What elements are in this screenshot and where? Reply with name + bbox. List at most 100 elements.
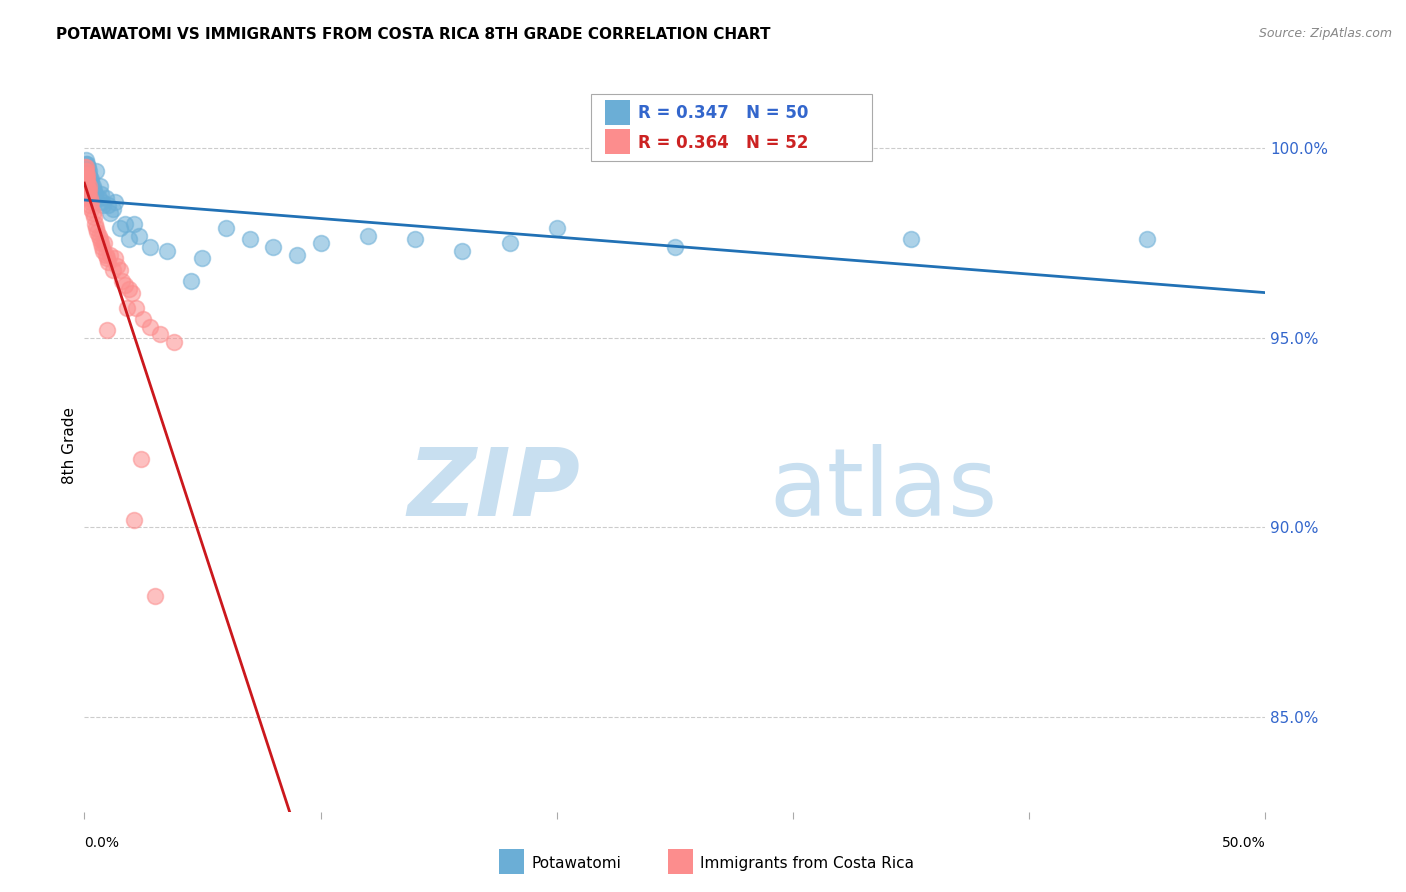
- Point: [75, 156, 97, 170]
- Text: Potawatomi: Potawatomi: [531, 856, 621, 871]
- Text: R = 0.347   N = 50: R = 0.347 N = 50: [638, 104, 808, 122]
- Point: [93, 236, 115, 251]
- Point: [111, 274, 134, 288]
- Point: [98, 247, 121, 261]
- Point: [82, 179, 104, 194]
- Text: Immigrants from Costa Rica: Immigrants from Costa Rica: [700, 856, 914, 871]
- Point: [76, 176, 98, 190]
- Point: [94, 247, 117, 261]
- Point: [90, 186, 112, 201]
- Point: [76, 156, 98, 170]
- Point: [122, 217, 145, 231]
- Point: [84, 221, 107, 235]
- Point: [77, 168, 100, 182]
- Point: [84, 186, 107, 201]
- Point: [75, 161, 97, 175]
- Text: 0.0%: 0.0%: [84, 836, 120, 850]
- Point: [115, 301, 138, 315]
- Text: POTAWATOMI VS IMMIGRANTS FROM COSTA RICA 8TH GRADE CORRELATION CHART: POTAWATOMI VS IMMIGRANTS FROM COSTA RICA…: [56, 27, 770, 42]
- Point: [80, 171, 103, 186]
- Text: 50.0%: 50.0%: [1222, 836, 1265, 850]
- Point: [89, 232, 111, 246]
- Point: [80, 202, 103, 216]
- Point: [86, 225, 108, 239]
- Point: [75, 164, 97, 178]
- Y-axis label: 8th Grade: 8th Grade: [62, 408, 77, 484]
- Point: [76, 168, 98, 182]
- Point: [96, 323, 118, 337]
- Point: [122, 513, 145, 527]
- Point: [163, 334, 186, 349]
- Point: [94, 191, 117, 205]
- Point: [309, 236, 332, 251]
- Text: R = 0.364   N = 52: R = 0.364 N = 52: [638, 134, 808, 152]
- Point: [118, 232, 141, 246]
- Point: [128, 228, 150, 243]
- Point: [82, 206, 104, 220]
- Point: [114, 217, 136, 231]
- Point: [262, 240, 284, 254]
- Point: [1136, 232, 1159, 246]
- Point: [96, 252, 118, 266]
- Point: [97, 255, 120, 269]
- Point: [114, 277, 136, 292]
- Point: [77, 161, 100, 175]
- Point: [108, 262, 131, 277]
- Text: ZIP: ZIP: [408, 444, 581, 536]
- Point: [91, 244, 114, 258]
- Point: [76, 161, 98, 175]
- Point: [75, 153, 97, 167]
- Point: [107, 259, 129, 273]
- Text: Source: ZipAtlas.com: Source: ZipAtlas.com: [1258, 27, 1392, 40]
- Point: [143, 589, 166, 603]
- Point: [97, 198, 120, 212]
- Point: [77, 191, 100, 205]
- Point: [664, 240, 686, 254]
- Point: [101, 202, 124, 216]
- Point: [357, 228, 380, 243]
- Point: [79, 179, 101, 194]
- Point: [156, 244, 179, 258]
- Point: [139, 240, 162, 254]
- Point: [79, 198, 101, 212]
- Point: [139, 319, 162, 334]
- Point: [98, 206, 121, 220]
- Point: [80, 176, 103, 190]
- Point: [129, 452, 152, 467]
- Point: [83, 183, 105, 197]
- Point: [76, 179, 98, 194]
- Point: [451, 244, 474, 258]
- Point: [104, 252, 127, 266]
- Point: [75, 161, 97, 175]
- Point: [118, 282, 141, 296]
- Point: [91, 194, 114, 209]
- Point: [76, 171, 98, 186]
- Point: [80, 194, 103, 209]
- Point: [77, 164, 100, 178]
- Point: [91, 240, 114, 254]
- Point: [73, 161, 96, 175]
- Point: [77, 168, 100, 182]
- Point: [121, 285, 143, 300]
- Point: [79, 171, 101, 186]
- Point: [83, 210, 105, 224]
- Point: [125, 301, 148, 315]
- Point: [79, 191, 101, 205]
- Point: [87, 228, 110, 243]
- Point: [101, 262, 124, 277]
- Point: [132, 312, 155, 326]
- Point: [285, 247, 308, 261]
- Point: [149, 327, 172, 342]
- Point: [215, 221, 238, 235]
- Point: [77, 179, 100, 194]
- Point: [498, 236, 520, 251]
- Point: [76, 164, 98, 178]
- Point: [76, 171, 98, 186]
- Point: [108, 221, 131, 235]
- Point: [546, 221, 568, 235]
- Point: [90, 236, 112, 251]
- Point: [77, 186, 100, 201]
- Point: [239, 232, 262, 246]
- Point: [191, 252, 214, 266]
- Point: [77, 183, 100, 197]
